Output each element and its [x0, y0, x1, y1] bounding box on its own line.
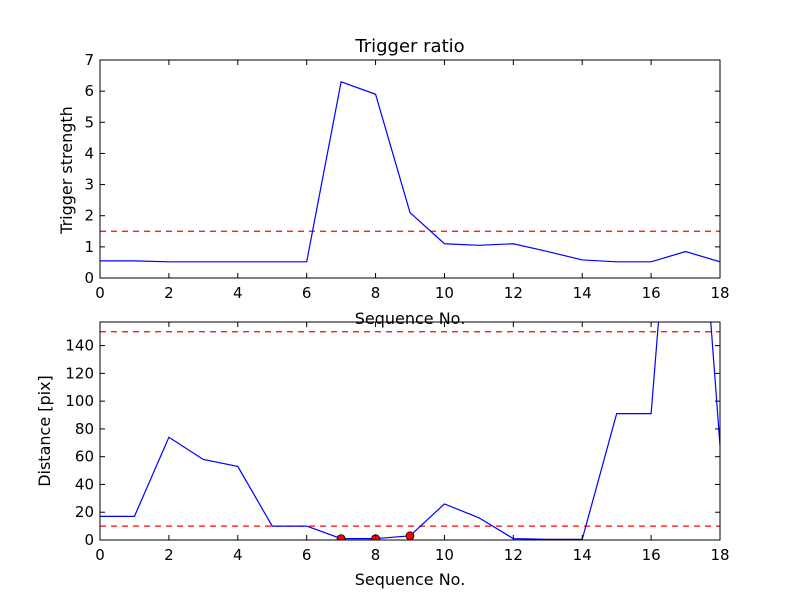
y-tick-label: 5	[84, 113, 94, 131]
plot-content	[100, 80, 720, 263]
x-tick-label: 18	[710, 284, 729, 302]
x-tick-label: 12	[504, 284, 523, 302]
y-tick-label: 80	[75, 420, 94, 438]
y-tick-label: 7	[84, 51, 94, 69]
plot-area: 0 2 4 6 8 10 12 14 16 18 0 20 40 60 80 100 120 140	[65, 321, 730, 564]
x-tick-label: 0	[95, 546, 105, 564]
x-axis-label: Sequence No.	[355, 570, 466, 589]
y-axis-label: Trigger strength	[57, 106, 76, 235]
data-point-marker	[336, 534, 346, 540]
chart-title: Trigger ratio	[354, 36, 464, 57]
x-tick-label: 10	[435, 284, 454, 302]
x-tick-label: 4	[233, 284, 243, 302]
axes-frame	[99, 59, 721, 279]
x-tick-label: 0	[95, 284, 105, 302]
y-axis-label: Distance [pix]	[35, 375, 54, 487]
x-tick-label: 4	[233, 546, 243, 564]
axes-frame	[99, 321, 721, 541]
y-tick-label: 0	[84, 269, 94, 287]
x-tick-label: 10	[435, 546, 454, 564]
y-tick-label: 3	[84, 176, 94, 194]
plot-content	[100, 322, 720, 540]
x-axis-label: Sequence No.	[355, 309, 466, 328]
x-tick-label: 16	[642, 284, 661, 302]
x-tick-label: 14	[573, 546, 592, 564]
x-tick-label: 2	[164, 546, 174, 564]
y-tick-label: 100	[65, 392, 94, 410]
y-tick-label: 40	[75, 475, 94, 493]
y-tick-label: 140	[65, 337, 94, 355]
x-tick-label: 6	[302, 284, 312, 302]
y-tick-label: 6	[84, 82, 94, 100]
distance-chart: Sequence No. Distance [pix] 0 2 4 6 8 10 12 14 1…	[35, 321, 730, 589]
y-tick-label: 0	[84, 531, 94, 549]
x-tick-label: 18	[710, 546, 729, 564]
y-tick-label: 2	[84, 207, 94, 225]
x-tick-label: 2	[164, 284, 174, 302]
y-tick-label: 1	[84, 238, 94, 256]
x-tick-label: 16	[642, 546, 661, 564]
y-tick-label: 20	[75, 503, 94, 521]
y-tick-label: 120	[65, 364, 94, 382]
y-tick-label: 60	[75, 448, 94, 466]
data-point-marker	[405, 531, 415, 540]
x-tick-label: 12	[504, 546, 523, 564]
x-tick-label: 14	[573, 284, 592, 302]
data-line	[100, 80, 720, 263]
trigger-ratio-chart: Trigger ratio Sequence No. Trigger stren…	[57, 36, 730, 328]
y-tick-label: 4	[84, 144, 94, 162]
x-tick-label: 8	[371, 546, 381, 564]
x-tick-label: 8	[371, 284, 381, 302]
x-tick-label: 6	[302, 546, 312, 564]
